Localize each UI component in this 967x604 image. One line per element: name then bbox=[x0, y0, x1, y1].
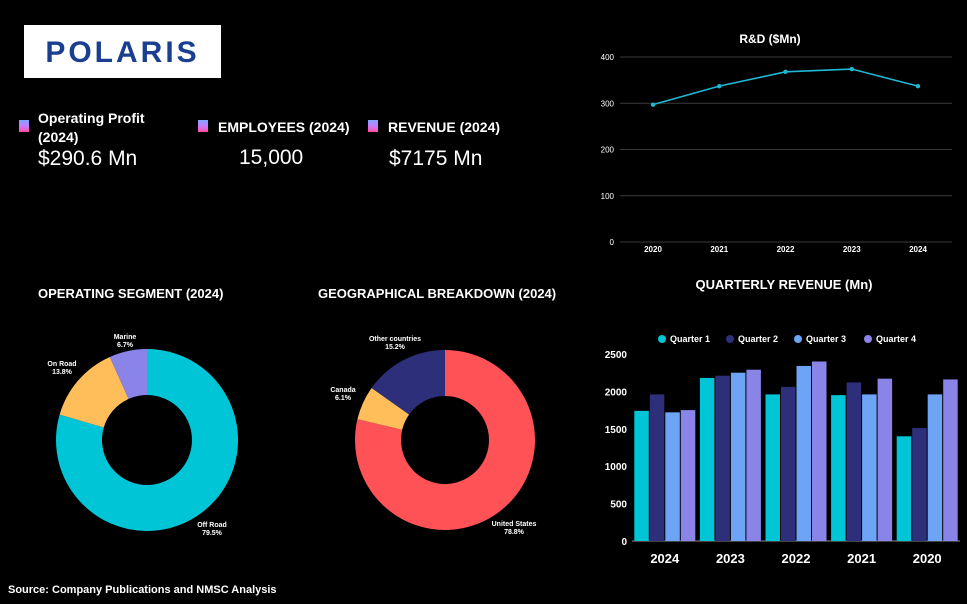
quarterly-x-tick-label: 2022 bbox=[782, 551, 811, 566]
kpi-marker-icon bbox=[198, 120, 208, 132]
rnd-series-line bbox=[652, 68, 919, 106]
quarterly-legend-label: Quarter 2 bbox=[738, 334, 778, 344]
quarterly-bar bbox=[634, 410, 649, 541]
quarterly-bar bbox=[781, 386, 796, 541]
quarterly-bar bbox=[680, 410, 696, 541]
quarterly-bar bbox=[846, 382, 862, 541]
kpi-value: 15,000 bbox=[239, 146, 304, 169]
quarterly-bar bbox=[699, 377, 715, 541]
quarterly-bar bbox=[796, 365, 811, 541]
rnd-x-tick-label: 2022 bbox=[777, 245, 795, 254]
quarterly-bar bbox=[877, 378, 893, 541]
kpi-value: $290.6 Mn bbox=[38, 147, 138, 170]
quarterly-y-tick-label: 2500 bbox=[605, 350, 628, 361]
donut-slice-value: 13.8% bbox=[52, 369, 73, 376]
rnd-y-tick-label: 200 bbox=[601, 146, 615, 155]
kpi-label: Operating Profit bbox=[38, 110, 145, 126]
quarterly-y-tick-label: 2000 bbox=[605, 387, 628, 398]
quarterly-bar bbox=[862, 394, 877, 541]
donut-slice-value: 79.5% bbox=[202, 530, 223, 537]
quarterly-bar bbox=[746, 369, 761, 541]
quarterly-legend-swatch bbox=[726, 335, 734, 343]
rnd-data-point bbox=[915, 83, 921, 89]
quarterly-legend-label: Quarter 4 bbox=[876, 334, 916, 344]
donut-slice bbox=[371, 350, 445, 415]
quarterly-bar bbox=[831, 395, 846, 541]
donut-slice bbox=[355, 350, 535, 530]
quarterly-legend-swatch bbox=[864, 335, 872, 343]
rnd-data-point bbox=[717, 83, 722, 89]
donut-slice-value: 6.7% bbox=[117, 342, 134, 349]
quarterly-bar bbox=[812, 361, 827, 541]
quarterly-bar bbox=[765, 394, 780, 541]
kpi-label: (2024) bbox=[38, 129, 79, 145]
segment-chart-title: OPERATING SEGMENT (2024) bbox=[38, 286, 224, 301]
rnd-data-point bbox=[783, 69, 788, 74]
donut-slice bbox=[56, 349, 238, 531]
quarterly-chart-title: QUARTERLY REVENUE (Mn) bbox=[696, 277, 873, 292]
quarterly-bar bbox=[896, 436, 912, 541]
quarterly-x-tick-label: 2020 bbox=[913, 551, 942, 566]
quarterly-bar bbox=[730, 372, 746, 541]
rnd-x-tick-label: 2020 bbox=[644, 245, 662, 254]
donut-slice bbox=[59, 356, 129, 428]
rnd-data-point bbox=[849, 66, 854, 72]
polaris-logo: POLARIS bbox=[24, 25, 221, 78]
rnd-y-tick-label: 400 bbox=[601, 53, 615, 62]
kpi-marker-icon bbox=[368, 120, 378, 132]
donut-slice-label: United States bbox=[492, 521, 537, 528]
quarterly-revenue-bar-chart: QUARTERLY REVENUE (Mn) 0 500 1000 1500 2000 2… bbox=[605, 277, 960, 566]
quarterly-y-tick-label: 500 bbox=[610, 500, 627, 511]
rnd-y-tick-label: 300 bbox=[601, 99, 615, 108]
kpi-label: REVENUE (2024) bbox=[388, 119, 501, 135]
donut-slice bbox=[357, 387, 410, 430]
kpi-value: $7175 Mn bbox=[389, 147, 483, 170]
quarterly-legend-label: Quarter 3 bbox=[806, 334, 846, 344]
rnd-x-tick-label: 2023 bbox=[843, 245, 861, 254]
donut-slice-label: Other countries bbox=[369, 336, 421, 343]
quarterly-x-tick-label: 2023 bbox=[716, 551, 745, 566]
rnd-x-tick-label: 2024 bbox=[909, 245, 927, 254]
donut-slice-label: Off Road bbox=[197, 522, 227, 529]
quarterly-bar bbox=[943, 379, 958, 541]
rnd-x-tick-label: 2021 bbox=[710, 245, 728, 254]
logo-text: POLARIS bbox=[45, 36, 199, 69]
donut-slice-value: 6.1% bbox=[335, 395, 352, 402]
quarterly-y-tick-label: 1000 bbox=[605, 462, 628, 473]
quarterly-bar bbox=[649, 394, 665, 541]
quarterly-bar bbox=[665, 412, 680, 541]
quarterly-y-tick-label: 0 bbox=[621, 537, 627, 548]
rnd-data-point bbox=[650, 102, 656, 107]
donut-slice-value: 78.8% bbox=[504, 529, 525, 536]
kpi-marker-icon bbox=[19, 120, 29, 132]
quarterly-bar bbox=[927, 394, 943, 541]
quarterly-bar bbox=[715, 375, 730, 541]
rnd-y-tick-label: 0 bbox=[610, 238, 615, 247]
quarterly-y-tick-label: 1500 bbox=[605, 425, 628, 436]
quarterly-legend-swatch bbox=[658, 335, 666, 343]
geo-chart-title: GEOGRAPHICAL BREAKDOWN (2024) bbox=[318, 286, 557, 301]
kpi-label: EMPLOYEES (2024) bbox=[218, 119, 350, 135]
donut-slice bbox=[109, 349, 147, 399]
donut-slice-value: 15.2% bbox=[385, 344, 406, 351]
quarterly-legend-label: Quarter 1 bbox=[670, 334, 710, 344]
source-footnote: Source: Company Publications and NMSC An… bbox=[8, 584, 277, 596]
rnd-y-tick-label: 100 bbox=[601, 192, 615, 201]
donut-slice-label: Marine bbox=[114, 334, 137, 341]
donut-slice-label: On Road bbox=[47, 361, 76, 368]
quarterly-x-tick-label: 2021 bbox=[847, 551, 876, 566]
donut-slice-label: Canada bbox=[330, 387, 355, 394]
rnd-chart-title: R&D ($Mn) bbox=[739, 32, 800, 46]
quarterly-x-tick-label: 2024 bbox=[650, 551, 680, 566]
quarterly-bar bbox=[912, 428, 927, 541]
rnd-line-chart: R&D ($Mn) 0 100 200 300 400 2020 2021 2022 2023 2… bbox=[601, 32, 952, 254]
quarterly-legend-swatch bbox=[794, 335, 802, 343]
